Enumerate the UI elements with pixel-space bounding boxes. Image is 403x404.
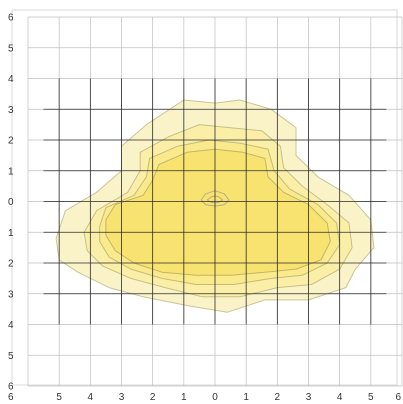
x-tick-label: 5 — [368, 392, 374, 403]
major-grid — [43, 78, 387, 325]
y-tick-label: 1 — [8, 228, 14, 239]
x-tick-label: 2 — [275, 392, 281, 403]
y-tick-label: 1 — [8, 166, 14, 177]
x-axis-tick-labels: 6 5 4 3 2 1 0 1 2 3 4 5 6 — [8, 392, 401, 403]
contour-level-4 — [105, 148, 331, 276]
x-tick-label: 5 — [56, 392, 62, 403]
x-tick-label: 4 — [337, 392, 343, 403]
y-tick-label: 3 — [8, 105, 14, 116]
x-tick-label: 3 — [119, 392, 125, 403]
plot-frame — [11, 9, 398, 386]
y-tick-label: 5 — [8, 351, 14, 362]
y-tick-label: 0 — [8, 197, 14, 208]
x-tick-label: 0 — [212, 392, 218, 403]
y-tick-label: 2 — [8, 259, 14, 270]
y-tick-label: 5 — [8, 43, 14, 54]
x-tick-label: 4 — [88, 392, 94, 403]
x-tick-label: 6 — [395, 392, 401, 403]
y-tick-label: 3 — [8, 289, 14, 300]
y-tick-label: 4 — [8, 74, 14, 85]
y-axis-tick-labels: 6 5 4 3 2 1 0 1 2 3 4 5 6 — [8, 13, 14, 393]
y-tick-label: 6 — [8, 382, 14, 393]
y-tick-label: 2 — [8, 136, 14, 147]
y-tick-label: 4 — [8, 320, 14, 331]
y-tick-label: 6 — [8, 13, 14, 24]
x-tick-label: 6 — [8, 392, 14, 403]
x-tick-label: 2 — [150, 392, 156, 403]
x-tick-label: 1 — [181, 392, 187, 403]
x-tick-label: 3 — [306, 392, 312, 403]
x-tick-label: 1 — [243, 392, 249, 403]
